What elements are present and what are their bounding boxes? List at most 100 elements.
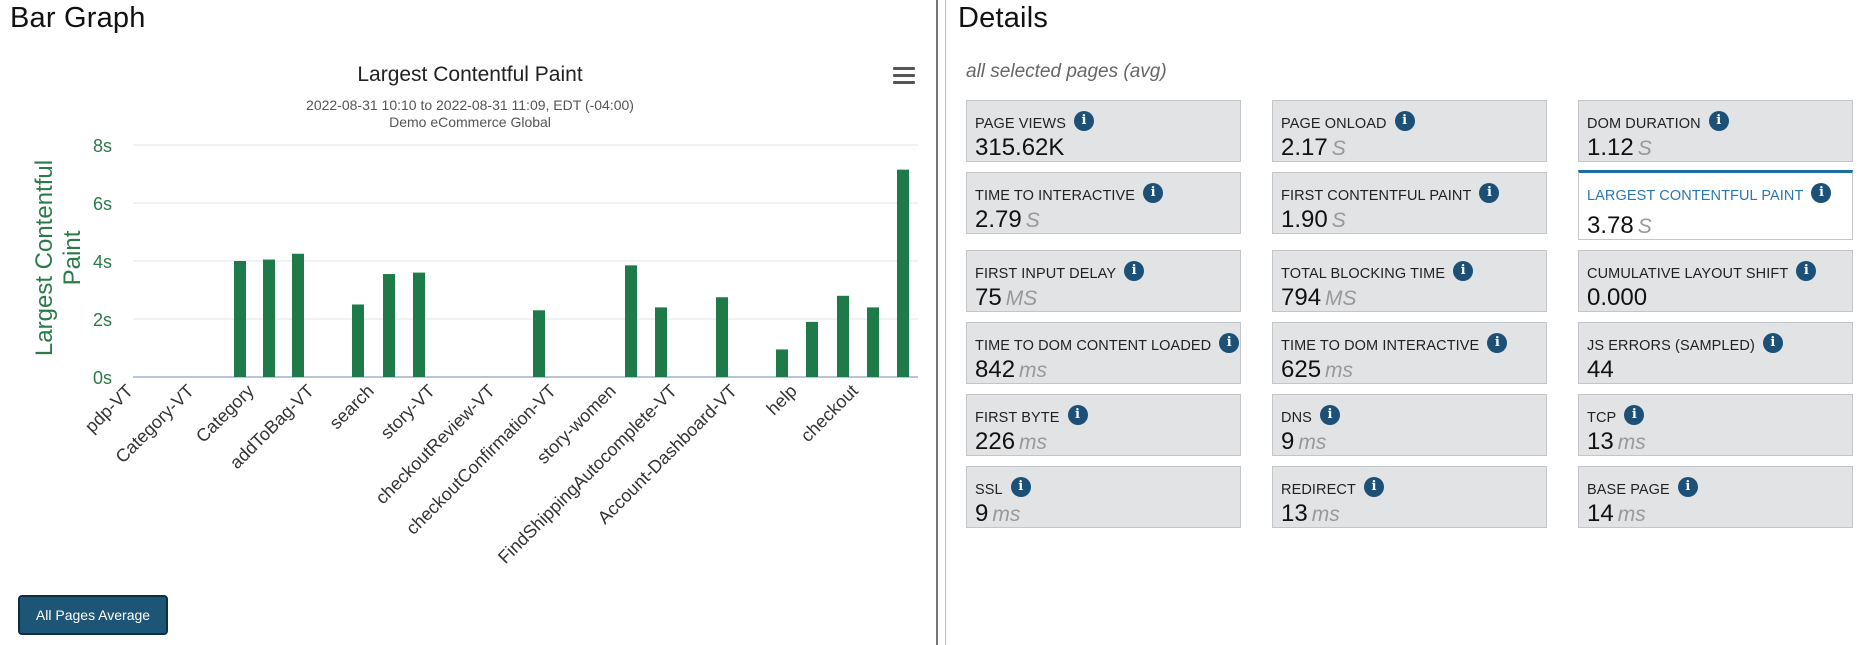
details-panel: Details all selected pages (avg) PAGE VI… — [946, 0, 1874, 645]
metric-tile[interactable]: DNS i 9 ms — [1272, 394, 1547, 456]
metric-tile[interactable]: LARGEST CONTENTFUL PAINT i 3.78 S — [1578, 170, 1853, 240]
metric-label: TIME TO DOM CONTENT LOADED — [975, 338, 1212, 354]
metric-tile[interactable]: TIME TO DOM CONTENT LOADED i 842 ms — [966, 322, 1241, 384]
metric-tile[interactable]: REDIRECT i 13 ms — [1272, 466, 1547, 528]
info-icon[interactable]: i — [1394, 111, 1415, 131]
metric-label: BASE PAGE — [1587, 482, 1670, 498]
hamburger-menu-icon[interactable] — [893, 67, 915, 85]
y-tick-label: 0s — [93, 368, 112, 388]
metric-label: CUMULATIVE LAYOUT SHIFT — [1587, 266, 1789, 282]
metric-number: 842 — [975, 356, 1016, 383]
metric-tile[interactable]: BASE PAGE i 14 ms — [1578, 466, 1853, 528]
metric-label: LARGEST CONTENTFUL PAINT — [1587, 188, 1804, 204]
metric-unit: ms — [1019, 431, 1048, 454]
x-tick-label: checkoutReview-VT — [372, 381, 499, 508]
info-icon[interactable]: i — [1219, 333, 1240, 353]
metric-number: 1.12 — [1587, 134, 1634, 161]
panel-divider[interactable] — [936, 0, 946, 645]
x-tick-label: search — [325, 381, 377, 433]
metric-number: 14 — [1587, 500, 1614, 527]
metric-tile[interactable]: PAGE VIEWS i 315.62K — [966, 100, 1241, 162]
y-axis-label-line2: Paint — [59, 230, 86, 285]
metric-value: 13 ms — [1281, 501, 1546, 528]
chart-bar — [837, 295, 849, 377]
info-icon[interactable]: i — [1811, 183, 1832, 203]
info-icon[interactable]: i — [1067, 405, 1088, 425]
metric-unit: ms — [1617, 431, 1646, 454]
chart-bar — [263, 259, 275, 377]
metric-value: 1.90 S — [1281, 207, 1546, 234]
metric-tile[interactable]: TIME TO DOM INTERACTIVE i 625 ms — [1272, 322, 1547, 384]
info-icon[interactable]: i — [1143, 183, 1164, 203]
all-pages-average-button[interactable]: All Pages Average — [18, 595, 168, 635]
y-axis-label-line1: Largest Contentful — [31, 160, 58, 356]
metric-number: 226 — [975, 428, 1016, 455]
metric-tile[interactable]: FIRST INPUT DELAY i 75 MS — [966, 250, 1241, 312]
metric-unit: ms — [992, 503, 1021, 526]
metric-number: 2.79 — [975, 206, 1022, 233]
metric-tile[interactable]: TOTAL BLOCKING TIME i 794 MS — [1272, 250, 1547, 312]
y-tick-label: 8s — [93, 136, 112, 156]
metric-unit: ms — [1298, 431, 1327, 454]
info-icon[interactable]: i — [1453, 261, 1474, 281]
metric-label: PAGE VIEWS — [975, 116, 1066, 132]
info-icon[interactable]: i — [1073, 111, 1094, 131]
info-icon[interactable]: i — [1624, 405, 1645, 425]
info-icon[interactable]: i — [1796, 261, 1817, 281]
x-tick-label: pdp-VT — [81, 381, 137, 437]
metric-tile[interactable]: CUMULATIVE LAYOUT SHIFT i 0.000 — [1578, 250, 1853, 312]
metric-value: 842 ms — [975, 357, 1240, 384]
metric-value: 9 ms — [975, 501, 1240, 528]
x-tick-label: story-VT — [377, 381, 439, 443]
metric-label: JS ERRORS (SAMPLED) — [1587, 338, 1755, 354]
panel-title-details: Details — [958, 2, 1049, 34]
x-tick-label: help — [763, 381, 801, 419]
metric-unit: S — [1637, 137, 1652, 160]
metric-number: 13 — [1281, 500, 1308, 527]
metric-label: TIME TO INTERACTIVE — [975, 188, 1136, 204]
info-icon[interactable]: i — [1010, 477, 1031, 497]
chart-bar — [897, 169, 909, 377]
chart-bar — [625, 265, 637, 377]
metric-label: FIRST BYTE — [975, 410, 1060, 426]
info-icon[interactable]: i — [1479, 183, 1500, 203]
metric-tile[interactable]: SSL i 9 ms — [966, 466, 1241, 528]
metric-tile[interactable]: TIME TO INTERACTIVE i 2.79 S — [966, 172, 1241, 234]
chart-title: Largest Contentful Paint — [357, 63, 582, 86]
info-icon[interactable]: i — [1487, 333, 1508, 353]
metric-tile[interactable]: TCP i 13 ms — [1578, 394, 1853, 456]
metric-tile[interactable]: DOM DURATION i 1.12 S — [1578, 100, 1853, 162]
metric-tile[interactable]: FIRST BYTE i 226 ms — [966, 394, 1241, 456]
x-tick-label: checkout — [797, 381, 862, 446]
chart-bar — [383, 274, 395, 377]
info-icon[interactable]: i — [1319, 405, 1340, 425]
metric-unit: ms — [1325, 359, 1354, 382]
metric-unit: S — [1331, 209, 1346, 232]
metric-value: 1.12 S — [1587, 135, 1852, 162]
chart-bar — [292, 253, 304, 377]
info-icon[interactable]: i — [1124, 261, 1145, 281]
metric-label: FIRST CONTENTFUL PAINT — [1281, 188, 1472, 204]
chart-bar — [413, 272, 425, 377]
info-icon[interactable]: i — [1762, 333, 1783, 353]
metric-tile[interactable]: FIRST CONTENTFUL PAINT i 1.90 S — [1272, 172, 1547, 234]
info-icon[interactable]: i — [1363, 477, 1384, 497]
y-tick-label: 6s — [93, 194, 112, 214]
metric-number: 9 — [975, 500, 989, 527]
metric-value: 794 MS — [1281, 285, 1546, 312]
info-icon[interactable]: i — [1677, 477, 1698, 497]
metric-number: 315.62K — [975, 134, 1065, 161]
chart-bar — [776, 349, 788, 377]
metric-number: 9 — [1281, 428, 1295, 455]
info-icon[interactable]: i — [1708, 111, 1729, 131]
metric-value: 14 ms — [1587, 501, 1852, 528]
metric-number: 1.90 — [1281, 206, 1328, 233]
metric-number: 44 — [1587, 356, 1614, 383]
chart-bar — [234, 261, 246, 377]
metric-tile[interactable]: PAGE ONLOAD i 2.17 S — [1272, 100, 1547, 162]
chart-bar — [533, 310, 545, 377]
y-tick-label: 2s — [93, 310, 112, 330]
metric-tile[interactable]: JS ERRORS (SAMPLED) i 44 — [1578, 322, 1853, 384]
metric-label: DOM DURATION — [1587, 116, 1701, 132]
metric-unit: ms — [1311, 503, 1340, 526]
